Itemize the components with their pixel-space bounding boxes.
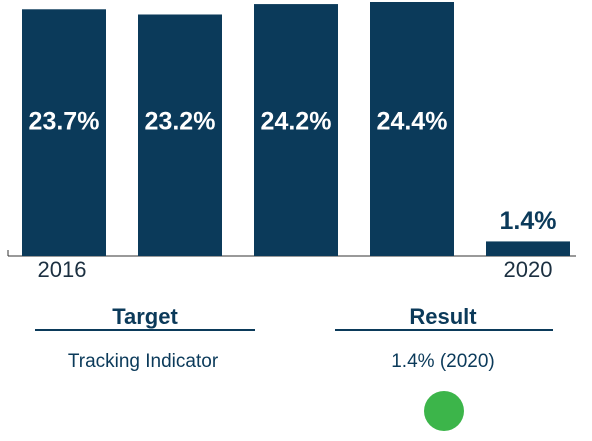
- bar: [486, 241, 570, 256]
- value-label: 23.7%: [29, 108, 100, 136]
- result-text: 1.4% (2020): [391, 351, 495, 372]
- value-label: 24.2%: [261, 108, 332, 136]
- bar: [138, 14, 222, 256]
- bar: [22, 9, 106, 257]
- value-label: 24.4%: [377, 108, 448, 136]
- value-label: 23.2%: [145, 108, 216, 136]
- status-indicator: [424, 391, 464, 431]
- x-tick-label: 2020: [504, 257, 553, 282]
- bar: [254, 4, 338, 256]
- target-heading: Target: [112, 304, 178, 329]
- value-label: 1.4%: [500, 207, 557, 235]
- bar: [370, 2, 454, 256]
- x-tick-label: 2016: [38, 257, 87, 282]
- target-text: Tracking Indicator: [68, 351, 219, 372]
- result-heading: Result: [409, 304, 477, 329]
